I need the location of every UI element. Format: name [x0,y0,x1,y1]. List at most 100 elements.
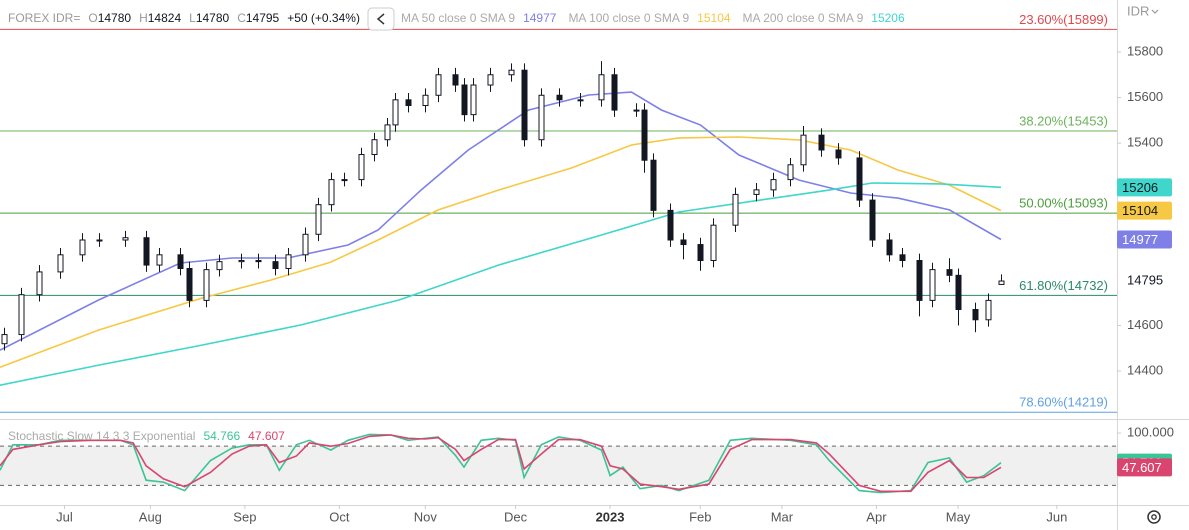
ohlc-key: L [189,11,196,25]
candle-body [96,239,103,242]
ma-value: 15104 [697,11,731,25]
ma-line [0,136,1002,368]
candle-body [216,261,223,271]
candle-body [770,179,777,191]
ma-badge-label: 15104 [1122,203,1158,218]
level-label: 50.00%(15093) [1019,196,1108,211]
candle-body [633,109,640,112]
candle-body [598,74,605,101]
x-tick-label: May [946,509,971,524]
ohlc-key: O [88,11,97,25]
candle-body [315,204,322,235]
ma-name: MA 50 close 0 SMA 9 [401,11,515,25]
ma-value: 14977 [523,11,557,25]
candle-body [697,244,704,262]
candle-body [916,260,923,301]
candle-body [650,159,657,211]
ma-badge-label: 14977 [1122,232,1158,247]
x-tick-label: Oct [329,509,350,524]
candle-body [710,224,717,262]
stoch-badge-label: 47.607 [1122,460,1162,475]
candle-body [972,309,979,321]
ohlc-key: H [139,11,148,25]
candle-body [186,267,193,301]
ma-badge [1117,178,1172,197]
stochastic-pane [0,433,1117,494]
candle-body [641,109,648,161]
x-tick-label: Apr [866,509,887,524]
candle-body [358,154,365,181]
y-tick-label: 14400 [1127,362,1163,377]
settings-icon[interactable] [1147,510,1161,524]
candle-body [835,149,842,159]
ma-line [0,182,1002,386]
candle-body [79,239,86,256]
candle-body [985,299,992,321]
candle-body [869,199,876,241]
ma-legend: MA 50 close 0 SMA 9 14977 MA 100 close 0 S… [401,11,905,25]
stoch-value: 54.766 [203,429,240,443]
candle-body [577,99,584,102]
x-tick-label: Dec [504,509,528,524]
price-legend: FOREX IDR= O14780 H14824 L14780 C14795 +50 (+… [8,11,360,25]
candle-body [929,269,936,301]
x-tick-label: Nov [414,509,438,524]
x-tick-label: Mar [771,509,794,524]
ma-badge [1117,201,1172,220]
candle-body [732,193,739,226]
candle-body [156,254,163,266]
candle-body [177,254,184,269]
ma-badge [1117,230,1172,249]
candle-body [680,239,687,246]
candle-body [611,74,618,111]
candle-body [946,269,953,276]
stoch-value: 47.607 [248,429,285,443]
level-label: 23.60%(15899) [1019,12,1108,27]
candle-body [886,239,893,256]
ohlc-value: 14795 [246,11,280,25]
currency-label[interactable]: IDR [1127,3,1149,18]
candle-body [302,233,309,256]
candle-body [1,334,8,345]
collapse-button[interactable] [367,7,395,31]
candle-body [36,271,43,296]
y-tick-label: 100.000 [1127,425,1174,440]
gear-hub [1151,514,1157,520]
change: +50 (+0.34%) [287,11,360,25]
x-tick-label: 2023 [596,509,625,524]
y-tick-label: 15800 [1127,43,1163,58]
candle-body [341,179,348,182]
candle-body [753,189,760,195]
candle-body [538,94,545,141]
candle-body [392,99,399,126]
ohlc-value: 14780 [196,11,230,25]
level-label: 38.20%(15453) [1019,113,1108,128]
current-price-label: 14795 [1127,272,1163,287]
candle-body [57,254,64,273]
candle-body [122,237,129,241]
axes: 14400 14600 15400 15600 15800 14795 14977 15104… [56,43,1174,524]
price-pane [0,28,1117,413]
stoch-line [0,434,1002,493]
candle-body [818,134,825,151]
candle-body [238,260,245,263]
candle-body [508,69,515,76]
candle-body [899,254,906,262]
level-label: 61.80%(14732) [1019,278,1108,293]
candle-body [371,139,378,156]
candle-body [955,274,962,311]
ma-name: MA 100 close 0 SMA 9 [568,11,689,25]
candle-body [285,254,292,269]
ohlc-value: 14824 [148,11,182,25]
candle-body [203,269,210,301]
stochastic-legend: Stochastic Slow 14 3 3 Exponential 54.766… [8,429,285,443]
candle-body [667,209,674,241]
candle-body [435,74,442,96]
ma-badge-label: 15206 [1122,180,1158,195]
candle-body [18,294,25,336]
x-tick-label: Jul [56,509,73,524]
x-tick-label: Sep [233,509,256,524]
candle-body [461,84,468,116]
x-tick-label: Jun [1046,509,1067,524]
